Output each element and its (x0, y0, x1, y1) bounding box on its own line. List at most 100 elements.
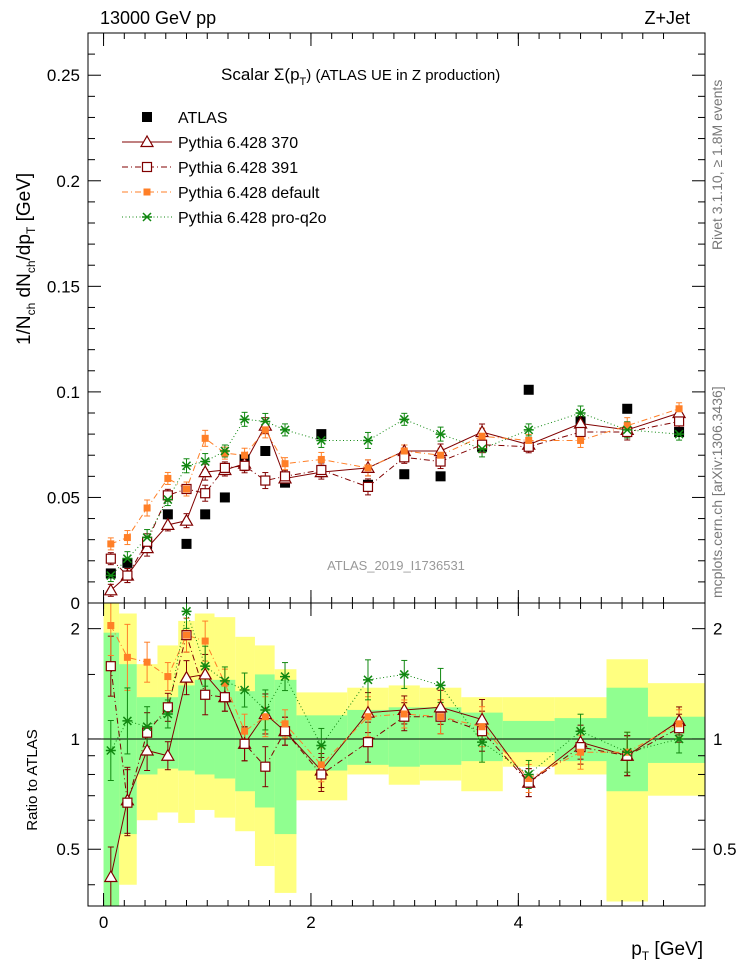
ratio-data-point (122, 797, 133, 808)
main-data-point (200, 457, 211, 467)
main-data-point (477, 444, 488, 454)
main-data-point (162, 495, 173, 505)
ratio-data-point (219, 692, 230, 703)
legend-label: Pythia 6.428 pro-q2o (178, 210, 327, 227)
ratio-data-point (577, 748, 585, 756)
ratio-band-green (502, 720, 555, 753)
ratio-data-point (241, 727, 249, 735)
main-data-point (478, 432, 486, 440)
ratio-band-green (214, 679, 236, 779)
ratio-data-point (122, 716, 133, 726)
main-data-point (198, 464, 213, 478)
main-data-point (523, 425, 534, 435)
ratio-data-point (362, 675, 373, 685)
main-data-point (183, 485, 191, 493)
header-right: Z+Jet (644, 8, 690, 28)
ratio-ytick-label: 0.5 (56, 840, 80, 859)
ratio-data-point (164, 673, 172, 681)
main-ytick-label: 0 (71, 594, 80, 613)
ratio-data-point (181, 606, 192, 616)
ratio-data-point (674, 734, 685, 744)
ratio-data-point (160, 748, 175, 761)
legend-marker (142, 212, 152, 222)
main-data-point (435, 471, 446, 482)
ratio-xtick-label: 4 (514, 913, 523, 932)
ratio-xtick-label: 2 (306, 913, 315, 932)
main-ytick-label: 0.2 (56, 172, 80, 191)
main-data-point (673, 416, 685, 427)
main-data-point (142, 533, 153, 543)
main-data-point (200, 509, 211, 520)
main-data-point (179, 513, 194, 526)
main-ylabel: 1/Nch dNch/dpT [GeV] (14, 173, 38, 345)
legend-label: Pythia 6.428 370 (178, 135, 298, 152)
ratio-data-point (200, 661, 211, 671)
ratio-data-point (400, 710, 408, 718)
ratio-data-point (281, 720, 289, 728)
main-data-point (219, 492, 230, 503)
ratio-ytick-label-right: 1 (713, 730, 722, 749)
main-ytick-label: 0.1 (56, 383, 80, 402)
ratio-data-point (140, 743, 155, 756)
main-data-point (105, 571, 116, 581)
ratio-band-green (274, 679, 297, 835)
main-data-point (399, 414, 410, 424)
ratio-data-point (162, 709, 173, 719)
main-data-point (181, 461, 192, 471)
ratio-data-point (239, 738, 250, 749)
ratio-data-point (364, 713, 372, 721)
ratio-data-point (221, 679, 229, 687)
main-data-point (105, 553, 116, 564)
ratio-data-point (201, 637, 209, 645)
main-data-point (219, 462, 230, 473)
legend-label: ATLAS (178, 110, 228, 127)
main-data-point (674, 429, 685, 439)
main-data-point (280, 425, 291, 435)
main-data-point (260, 416, 271, 426)
ratio-band-green (254, 674, 275, 808)
main-data-point (143, 504, 151, 512)
x-axis-label: pT [GeV] (631, 939, 703, 963)
main-data-point (675, 405, 683, 413)
mcplots-label: mcplots.cern.ch [arXiv:1306.3436] (709, 386, 725, 598)
main-title: Scalar Σ(pT) (ATLAS UE in Z production) (221, 65, 500, 88)
main-data-point (105, 568, 116, 579)
ratio-data-point (123, 653, 131, 661)
main-data-point (219, 446, 230, 456)
ratio-data-point (143, 658, 151, 666)
main-data-point (107, 540, 115, 548)
legend-label: Pythia 6.428 default (178, 185, 320, 202)
main-data-point (575, 408, 586, 418)
main-data-point (239, 460, 250, 471)
main-data-point (142, 536, 153, 547)
main-data-point (160, 517, 175, 530)
ratio-data-point (260, 761, 271, 772)
ratio-data-point (239, 685, 250, 695)
ratio-panel: 0.5 0.5 1 1 2 2 0 2 4 (56, 602, 737, 932)
main-data-point (200, 488, 211, 499)
ratio-data-point (477, 737, 488, 747)
main-data-point (674, 427, 685, 437)
main-data-point (362, 435, 373, 445)
ratio-band-green (103, 632, 120, 906)
ratio-ylabel: Ratio to ATLAS (24, 729, 41, 830)
main-data-point (399, 469, 410, 480)
main-data-point (260, 446, 271, 456)
ratio-data-point (280, 672, 291, 682)
ratio-data-point (142, 727, 153, 738)
legend-marker (141, 161, 153, 173)
main-data-point (181, 538, 192, 549)
ratio-data-point (399, 669, 410, 679)
main-data-point (279, 471, 291, 482)
main-axes: 0 0.05 0.1 0.15 0.2 0.25 (47, 33, 705, 613)
main-data-point (239, 414, 250, 424)
ratio-data-point (142, 722, 153, 732)
main-data-point (523, 384, 534, 395)
ratio-data-point (437, 713, 445, 721)
main-ytick-label: 0.05 (47, 488, 80, 507)
ratio-data-point (179, 670, 194, 683)
ratio-data-point (525, 774, 533, 782)
ratio-data-point (279, 726, 291, 737)
main-data-point (123, 534, 131, 542)
main-data-point (316, 429, 327, 440)
